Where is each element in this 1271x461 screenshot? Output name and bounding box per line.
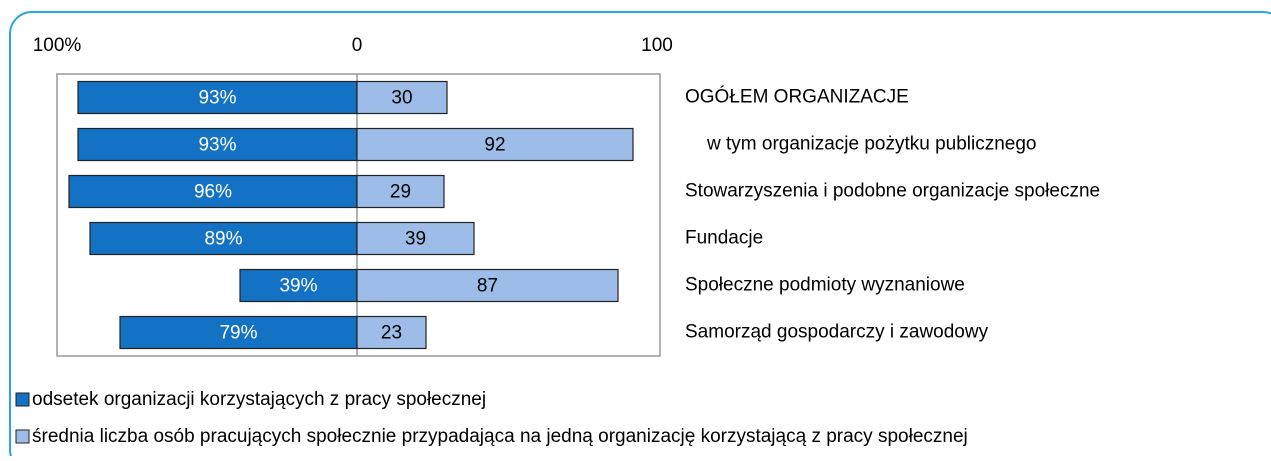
x-tick-label: 100% — [33, 35, 82, 56]
category-label: w tym organizacje pożytku publicznego — [706, 134, 1037, 155]
bar — [119, 315, 358, 350]
data-label: 93% — [198, 135, 236, 156]
frame — [9, 11, 1271, 461]
bar — [239, 268, 358, 303]
category-label: Samorząd gospodarczy i zawodowy — [685, 322, 989, 343]
data-label: 93% — [198, 88, 236, 109]
bar — [356, 315, 427, 350]
data-label: 39% — [279, 276, 317, 297]
data-label: 23 — [381, 323, 402, 344]
data-label: 87 — [477, 276, 498, 297]
data-label: 89% — [204, 229, 242, 250]
bar — [89, 221, 358, 256]
data-label: 79% — [219, 323, 257, 344]
bar — [68, 174, 358, 209]
data-label: 29 — [390, 182, 411, 203]
data-label: 96% — [194, 182, 232, 203]
bar — [356, 80, 448, 115]
data-label: 92 — [484, 135, 505, 156]
plot-area — [56, 73, 661, 357]
legend-swatch — [15, 429, 30, 444]
bar — [356, 127, 634, 162]
category-label: Stowarzyszenia i podobne organizacje spo… — [685, 181, 1100, 202]
legend-label: średnia liczba osób pracujących społeczn… — [32, 426, 968, 447]
x-tick-label: 0 — [352, 35, 363, 56]
data-label: 30 — [391, 88, 412, 109]
legend-label: odsetek organizacji korzystających z pra… — [32, 389, 486, 410]
x-tick-label: 100 — [641, 35, 673, 56]
category-label: OGÓŁEM ORGANIZACJE — [685, 86, 909, 108]
bar — [356, 221, 475, 256]
bar — [356, 268, 619, 303]
data-label: 39 — [405, 229, 426, 250]
category-label: Fundacje — [685, 228, 763, 249]
bar — [356, 174, 445, 209]
category-label: Społeczne podmioty wyznaniowe — [685, 275, 965, 296]
legend-swatch — [15, 392, 30, 407]
